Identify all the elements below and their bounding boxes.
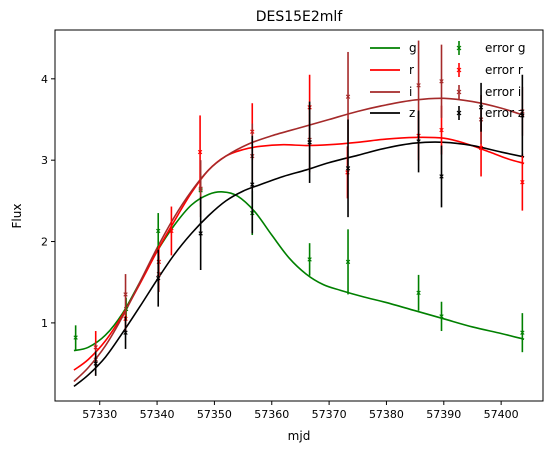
x-tick-label: 57340 — [140, 408, 175, 421]
data-point-g — [345, 259, 351, 265]
data-point-r — [197, 149, 203, 155]
data-point-g — [520, 330, 525, 335]
data-point-i — [198, 186, 203, 191]
data-point-z — [93, 361, 98, 366]
x-axis: 57330 57340 57350 57360 57370 57380 57390 57400 — [82, 401, 519, 421]
legend-error-label-r: error r — [485, 63, 523, 77]
x-tick-label: 57390 — [426, 408, 461, 421]
error-bars — [73, 40, 525, 376]
data-point-g — [73, 335, 78, 340]
data-point-i — [439, 79, 444, 84]
data-point-i — [416, 83, 421, 88]
x-tick-label: 57350 — [197, 408, 232, 421]
data-point-z — [307, 140, 312, 145]
y-tick-label: 4 — [41, 73, 48, 86]
data-point-r — [520, 179, 525, 185]
legend-label-r: r — [409, 63, 414, 77]
data-point-i — [123, 292, 128, 297]
data-point-r — [439, 127, 444, 133]
data-point-z — [416, 139, 421, 144]
legend-label-g: g — [409, 41, 417, 55]
legend-marker-i — [456, 89, 462, 95]
data-point-z — [198, 231, 203, 236]
plot-frame — [54, 29, 544, 402]
x-tick-label: 57330 — [82, 408, 117, 421]
legend-label-i: i — [409, 85, 412, 99]
y-tick-label: 3 — [41, 154, 48, 167]
data-point-z — [478, 105, 484, 110]
data-point-i — [345, 94, 351, 99]
chart-title: DES15E2mlf — [256, 9, 344, 25]
legend-label-z: z — [409, 106, 415, 120]
data-point-z — [250, 182, 255, 187]
data-point-r — [478, 145, 484, 151]
legend-marker-z — [456, 110, 462, 116]
series-line-z — [73, 141, 525, 387]
data-point-g — [439, 314, 444, 319]
legend-marker-r — [456, 67, 462, 73]
data-point-z — [123, 330, 128, 335]
y-axis: 1 2 3 4 — [41, 73, 55, 330]
y-axis-label: Flux — [10, 204, 24, 229]
y-tick-label: 1 — [41, 317, 48, 330]
series-line-g — [73, 191, 525, 352]
plot-area — [54, 29, 544, 402]
data-point-g — [307, 257, 312, 262]
data-point-z — [520, 113, 525, 118]
legend: g error g r error r i error i z error z — [370, 41, 525, 120]
legend-error-label-z: error z — [485, 106, 524, 120]
data-point-z — [156, 275, 161, 281]
data-point-z — [345, 166, 351, 171]
x-tick-label: 57370 — [312, 408, 347, 421]
data-point-g — [416, 290, 421, 295]
x-axis-label: mjd — [288, 429, 311, 443]
legend-error-label-i: error i — [485, 85, 521, 99]
x-tick-label: 57360 — [254, 408, 289, 421]
data-point-z — [439, 174, 444, 179]
series-line-i — [73, 97, 525, 383]
x-tick-label: 57400 — [484, 408, 519, 421]
fit-curves — [73, 97, 525, 387]
data-point-r — [169, 228, 174, 234]
legend-error-label-g: error g — [485, 41, 525, 55]
y-tick-label: 2 — [41, 236, 48, 249]
data-point-g — [156, 228, 161, 234]
x-tick-label: 57380 — [369, 408, 404, 421]
legend-marker-g — [456, 45, 462, 51]
